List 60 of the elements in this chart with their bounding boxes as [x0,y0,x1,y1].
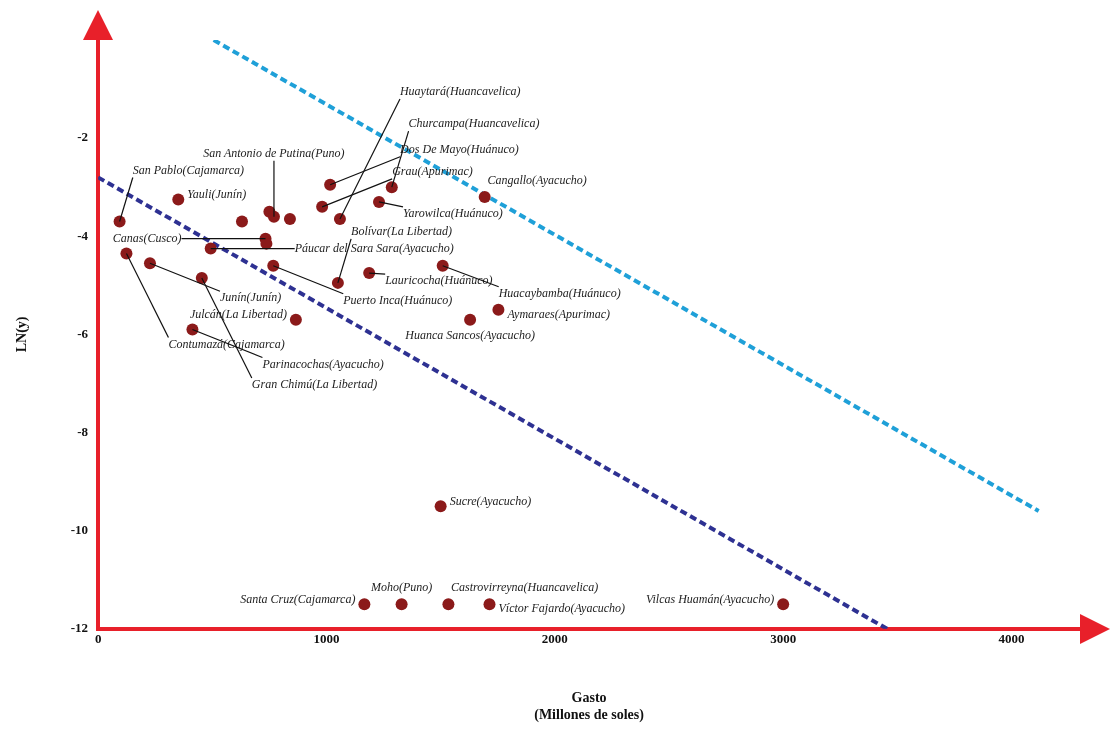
point [235,215,248,228]
annotation: Sucre(Ayacucho) [449,493,532,508]
point [283,213,296,226]
annotation: Huacaybamba(Huánuco) [497,285,621,300]
annotation: Cangallo(Ayacucho) [487,173,587,188]
point [478,191,491,204]
point [385,181,398,194]
point [172,193,185,206]
y-tick-label: -12 [70,620,89,636]
point [492,303,505,316]
point [289,313,302,326]
point [777,598,790,611]
annotation: Vilcas Huamán(Ayacucho) [646,591,775,606]
point [395,598,408,611]
point [483,598,496,611]
x-tick-label: 0 [94,630,102,646]
annotation: Aymaraes(Apurimac) [506,306,611,321]
y-tick-label: -4 [77,227,89,243]
annotation: Víctor Fajardo(Ayacucho) [498,600,626,615]
x-tick-label: 4000 [998,630,1025,646]
point [333,213,346,226]
annotation: Yauli(Junín) [187,187,247,202]
annotation: Puerto Inca(Huánuco) [342,292,453,307]
annotation: Bolívar(La Libertad) [351,224,453,239]
point [324,178,337,191]
point [372,195,385,208]
annotation: Junín(Junín) [219,290,282,305]
point [436,259,449,272]
x-axis-title: Gasto (Millones de soles) [534,690,645,724]
point [267,259,280,272]
point [143,257,156,270]
x-tick-label: 2000 [541,630,568,646]
annotation: Páucar del Sara Sara(Ayacucho) [293,240,454,255]
annotation: San Antonio de Putina(Puno) [203,145,345,160]
annotation: Santa Cruz(Cajamarca) [240,591,356,606]
y-tick-label: -8 [77,423,89,439]
annotation: Moho(Puno) [369,580,433,595]
point [363,267,376,280]
annotation: San Pablo(Cajamarca) [132,162,245,177]
point [358,598,371,611]
point [316,200,329,213]
x-tick-label: 3000 [770,630,797,646]
y-axis-title: LN(y) [14,316,31,353]
point [464,313,477,326]
point [434,500,447,513]
point [331,276,344,289]
annotation: Castrovirreyna(Huancavelica) [451,580,599,595]
y-tick-label: -10 [70,522,89,538]
x-tick-label: 1000 [313,630,340,646]
point [186,323,199,336]
annotation: Parinacochas(Ayacucho) [261,356,384,371]
annotation: Canas(Cusco) [112,230,182,245]
point [442,598,455,611]
annotation: Huanca Sancos(Ayacucho) [404,327,535,342]
y-tick-label: -2 [77,129,89,145]
annotation: Gran Chimú(La Libertad) [251,377,378,392]
annotation: Huaytará(Huancavelica) [398,84,521,99]
annotation: Churcampa(Huancavelica) [408,116,540,131]
y-tick-label: -6 [77,325,89,341]
annotation: Yarowilca(Huánuco) [402,206,503,221]
